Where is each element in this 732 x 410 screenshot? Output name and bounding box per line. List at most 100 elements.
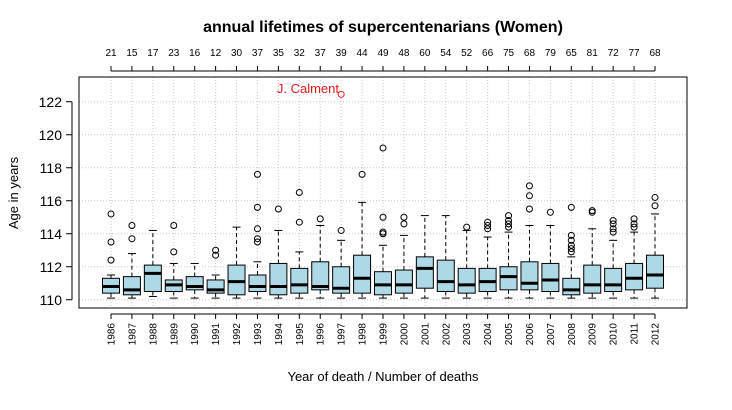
calment-annotation: J. Calment [277, 81, 340, 96]
outlier-point [505, 220, 513, 228]
outlier-point [588, 207, 596, 215]
count-label: 16 [189, 48, 201, 59]
x-tick-label: 1992 [232, 323, 243, 346]
count-label: 35 [273, 48, 285, 59]
x-tick-label: 1999 [379, 323, 390, 346]
outlier-point [253, 238, 261, 246]
x-tick-label: 1987 [127, 323, 138, 346]
count-label: 52 [461, 48, 473, 59]
x-tick-label: 1989 [169, 323, 180, 346]
outlier-point [379, 144, 387, 152]
chart-title: annual lifetimes of supercentenarians (W… [203, 19, 563, 36]
outlier-point [609, 225, 617, 233]
outlier-point [295, 218, 303, 226]
count-label: 68 [524, 48, 536, 59]
outlier-point [505, 223, 513, 231]
count-label: 54 [440, 48, 452, 59]
box-2004 [478, 267, 497, 292]
outlier-point [609, 220, 617, 228]
outlier-point [107, 210, 115, 218]
y-tick-label: 112 [40, 259, 63, 275]
box-1997 [332, 266, 351, 294]
x-tick-label: 1994 [274, 323, 285, 346]
box-2001 [415, 256, 434, 289]
outlier-point [651, 193, 659, 201]
outlier-point [379, 228, 387, 236]
x-tick-label: 1997 [337, 323, 348, 346]
outlier-point [253, 170, 261, 178]
outlier-point [253, 235, 261, 243]
outlier-point [379, 213, 387, 221]
count-label: 66 [482, 48, 494, 59]
box-2010 [604, 267, 623, 292]
box-1996 [311, 261, 330, 291]
outlier-point [567, 231, 575, 239]
count-label: 79 [545, 48, 557, 59]
count-label: 75 [503, 48, 515, 59]
outlier-point [316, 215, 324, 223]
x-tick-label: 2002 [441, 323, 452, 346]
outlier-point [400, 220, 408, 228]
y-tick-label: 118 [40, 160, 63, 176]
outlier-point [253, 225, 261, 233]
axes: 110 112 114 116 118 120 122 1986 21 1987 15 1988 17 1… [39, 48, 662, 345]
outlier-point [546, 208, 554, 216]
y-tick-label: 110 [40, 292, 63, 308]
x-tick-label: 2000 [399, 323, 410, 346]
count-label: 49 [377, 48, 389, 59]
count-label: 65 [566, 48, 578, 59]
x-tick-label: 1991 [211, 323, 222, 346]
box-2005 [499, 266, 518, 291]
outlier-point [567, 236, 575, 244]
x-tick-label: 2011 [630, 323, 641, 345]
y-tick-label: 116 [40, 193, 63, 209]
outlier-point [337, 226, 345, 234]
y-tick-label: 120 [39, 127, 63, 143]
box-2009 [583, 264, 602, 294]
box-1988 [143, 264, 162, 293]
x-tick-label: 1986 [107, 323, 118, 346]
x-axis-title: Year of death / Number of deaths [287, 369, 479, 384]
count-label: 30 [231, 48, 243, 59]
outlier-point [630, 223, 638, 231]
outlier-point [630, 215, 638, 223]
outlier-point [128, 235, 136, 243]
box-1995 [290, 267, 309, 294]
x-tick-label: 1990 [190, 323, 201, 346]
box-1999 [374, 271, 392, 296]
x-tick-label: 2010 [609, 323, 620, 346]
count-label: 77 [629, 48, 641, 59]
x-tick-label: 2004 [483, 323, 494, 346]
outlier-point [274, 205, 282, 213]
outlier-point [484, 218, 492, 226]
outlier-point [128, 222, 136, 229]
y-tick-label: 114 [40, 226, 63, 242]
outlier-point [505, 217, 513, 225]
count-label: 23 [168, 48, 180, 59]
outlier-point [400, 213, 408, 221]
outlier-point [567, 241, 575, 249]
x-tick-label: 2003 [462, 323, 473, 346]
outlier-point [567, 245, 575, 253]
outlier-point [651, 202, 659, 210]
outlier-point [253, 203, 261, 211]
outlier-point [212, 251, 220, 259]
count-label: 72 [608, 48, 620, 59]
count-label: 17 [147, 48, 159, 59]
outlier-point [567, 203, 575, 211]
plot-frame [78, 76, 688, 309]
x-tick-label: 2007 [546, 323, 557, 346]
outlier-point [295, 189, 303, 196]
box-2006 [520, 261, 539, 291]
box-1987 [122, 276, 141, 296]
outlier-point [525, 192, 533, 200]
x-tick-label: 2008 [567, 323, 578, 346]
box-2012 [646, 254, 664, 289]
outlier-point [170, 222, 178, 229]
x-tick-label: 1993 [253, 323, 264, 346]
box-2011 [625, 262, 644, 291]
outlier-point [107, 238, 115, 246]
box-2003 [457, 267, 476, 294]
